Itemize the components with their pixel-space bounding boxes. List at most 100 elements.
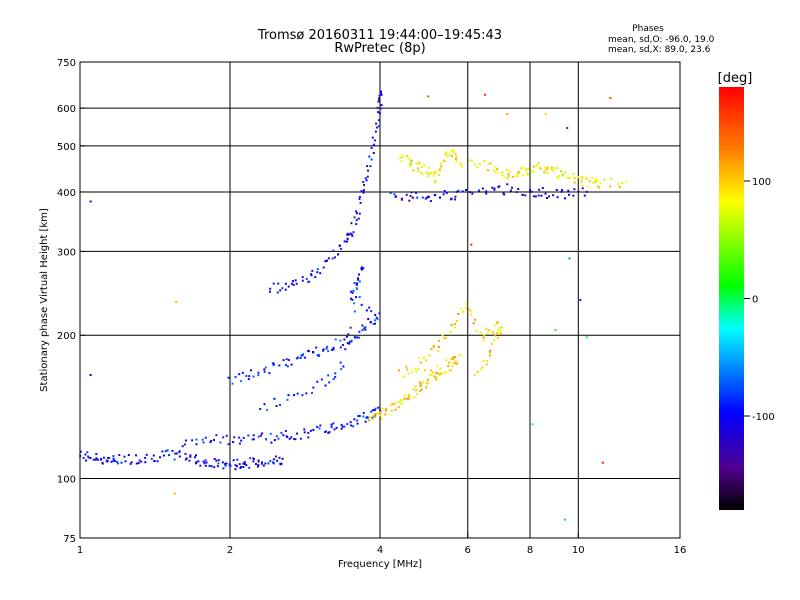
data-point (572, 194, 575, 197)
data-point (490, 343, 493, 346)
data-point (274, 455, 277, 458)
data-point (352, 425, 355, 428)
data-point (512, 175, 515, 178)
data-point (256, 465, 259, 468)
data-point (377, 406, 380, 409)
data-point (341, 344, 344, 346)
data-point (409, 195, 412, 198)
data-point (231, 382, 234, 385)
data-point (195, 461, 198, 464)
data-point (277, 282, 280, 285)
data-point (123, 455, 126, 458)
data-point (454, 153, 457, 155)
data-point (183, 443, 186, 446)
data-point (474, 163, 477, 166)
data-point (185, 457, 188, 460)
data-point (334, 256, 336, 259)
data-point (362, 411, 365, 414)
data-point (478, 162, 481, 165)
data-point (171, 449, 174, 452)
data-point (487, 329, 490, 332)
data-point (563, 518, 566, 521)
data-point (485, 192, 488, 195)
data-point (522, 174, 524, 177)
data-point (250, 369, 252, 372)
data-point (369, 165, 372, 168)
data-point (506, 113, 509, 116)
data-point (594, 180, 597, 183)
data-point (356, 212, 358, 215)
data-point (374, 322, 376, 325)
data-point (493, 169, 495, 172)
data-point (521, 166, 524, 169)
data-point (361, 266, 364, 269)
data-point (238, 373, 241, 376)
data-point (269, 460, 272, 462)
data-point (439, 368, 442, 371)
data-point (272, 458, 275, 461)
data-point (247, 378, 250, 381)
data-point (459, 355, 462, 357)
data-point (469, 191, 472, 194)
data-point (482, 360, 485, 362)
data-point (344, 348, 347, 351)
data-point (343, 425, 346, 428)
data-point (499, 326, 501, 329)
data-point (322, 349, 325, 352)
data-point (369, 416, 372, 418)
data-point (360, 190, 363, 193)
data-point (339, 339, 342, 342)
data-point (204, 459, 207, 462)
data-point (234, 376, 237, 378)
data-point (485, 359, 488, 362)
data-point (95, 457, 98, 460)
data-point (184, 452, 187, 455)
data-point (240, 439, 243, 442)
data-point (309, 429, 312, 432)
data-point (420, 388, 423, 391)
data-point (381, 407, 384, 410)
data-point (455, 160, 458, 163)
data-point (519, 167, 522, 170)
data-point (349, 326, 352, 329)
data-point (378, 125, 380, 128)
data-point (372, 413, 375, 416)
data-point (316, 425, 319, 428)
data-point (374, 314, 377, 316)
data-point (332, 346, 335, 349)
data-point (532, 165, 535, 168)
data-point (245, 375, 248, 377)
data-point (472, 322, 475, 325)
data-point (515, 191, 518, 194)
data-point (438, 167, 441, 170)
data-point (440, 373, 443, 376)
data-point (112, 457, 115, 460)
data-point (433, 375, 436, 378)
data-point (358, 212, 361, 215)
data-point (191, 439, 194, 442)
data-point (350, 424, 353, 427)
data-point (152, 454, 155, 457)
x-axis-label: Frequency [MHz] (338, 559, 422, 570)
data-point (434, 179, 437, 182)
data-point (580, 178, 583, 181)
data-point (485, 328, 488, 331)
data-point (358, 273, 360, 276)
data-point (594, 177, 597, 180)
data-point (427, 378, 429, 381)
data-point (532, 195, 535, 198)
y-tick-label: 100 (57, 475, 76, 486)
data-point (406, 397, 408, 400)
data-point (406, 368, 409, 371)
colorbar-tick-label: -100 (752, 412, 775, 423)
data-point (301, 394, 304, 397)
data-point (491, 330, 494, 333)
data-point (499, 330, 502, 332)
data-point (418, 357, 421, 360)
data-point (331, 257, 334, 260)
data-point (225, 462, 228, 465)
data-point (195, 443, 198, 446)
data-point (432, 344, 435, 347)
data-point (437, 372, 440, 375)
